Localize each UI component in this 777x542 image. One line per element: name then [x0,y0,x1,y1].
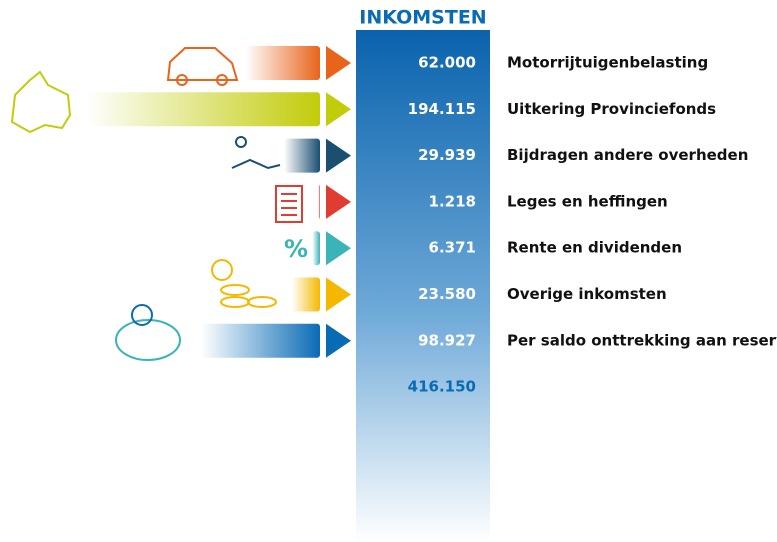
arrow-head [326,323,351,358]
icons: % [10,47,308,361]
value-label: 29.939 [418,146,476,164]
value-label: 62.000 [418,54,476,72]
arrow-head [326,138,351,173]
total-label: 416.150 [408,378,476,396]
category-label: Per saldo onttrekking aan reserves [507,331,777,349]
category-label: Uitkering Provinciefonds [507,100,716,118]
bar [291,277,320,312]
title: INKOMSTEN [359,7,486,29]
category-label: Motorrijtuigenbelasting [507,54,708,72]
value-label: 194.115 [408,100,476,118]
bar [312,231,320,266]
category-label: Bijdragen andere overheden [507,146,748,164]
bar [245,46,320,80]
value-label: 98.927 [418,331,476,349]
arrow-head [326,231,351,266]
arrow-head [326,46,351,80]
value-label: 1.218 [429,192,476,210]
category-label: Overige inkomsten [507,285,667,303]
bar [201,323,320,358]
bar [284,138,320,173]
column [356,30,490,542]
arrow-head [326,277,351,312]
category-label: Rente en dividenden [507,239,682,257]
value-label: 6.371 [429,239,476,257]
value-label: 23.580 [418,285,476,303]
arrow-head [326,184,351,219]
bar [318,184,320,219]
svg-text:%: % [284,235,308,263]
arrow-head [326,92,351,127]
category-label: Leges en heffingen [507,192,668,210]
bar [86,92,320,127]
